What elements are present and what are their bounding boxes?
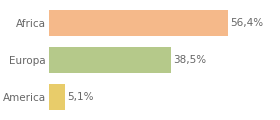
- Bar: [49, 10, 228, 36]
- Text: 56,4%: 56,4%: [230, 18, 263, 28]
- Text: 38,5%: 38,5%: [173, 55, 207, 65]
- Bar: [49, 84, 65, 110]
- Bar: [49, 47, 171, 73]
- Text: 5,1%: 5,1%: [67, 92, 94, 102]
